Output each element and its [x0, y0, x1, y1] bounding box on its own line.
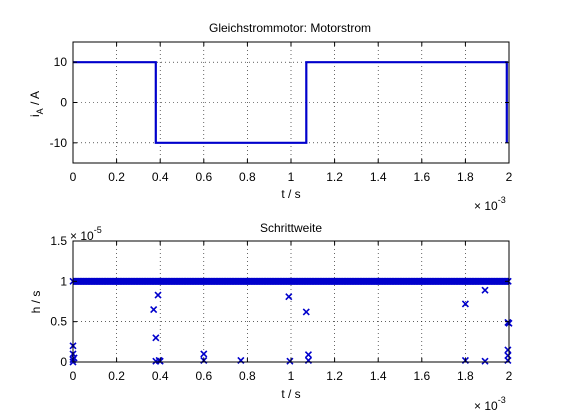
scatter-point [481, 286, 489, 294]
y-tick-label: 0 [60, 96, 67, 110]
plot-motorstrom-ylabel-main: i [28, 114, 42, 117]
plot-motorstrom-x-exponent-power: -3 [498, 195, 506, 205]
x-tick-label: 1.4 [370, 369, 387, 383]
scatter-point [200, 350, 208, 358]
plot-schrittweite: Schrittweite 0 0.2 0.4 0.6 0.8 1 1.2 1.4 1.6 1.8 2… [29, 221, 513, 413]
plot-schrittweite-y-exponent-power: -5 [94, 225, 102, 235]
plot-motorstrom-xlabel: t / s [281, 187, 300, 201]
y-tick-label: 0.5 [50, 315, 67, 329]
x-tick-label: 1 [288, 170, 295, 184]
scatter-point [461, 300, 469, 308]
scatter-point [286, 357, 294, 365]
plot-schrittweite-yticks: 1.5 1 0.5 0 [50, 234, 509, 369]
x-tick-label: 1.6 [413, 170, 430, 184]
x-tick-label: 0.6 [195, 369, 212, 383]
plot-motorstrom-ylabel: iA / A [28, 91, 45, 117]
y-tick-label: 1.5 [50, 234, 67, 248]
plot-motorstrom-yticks: 10 0 -10 [50, 55, 509, 150]
y-tick-label: 10 [54, 55, 68, 69]
x-tick-label: 0 [70, 369, 77, 383]
plot-schrittweite-x-exponent: × 10-3 [474, 395, 506, 413]
y-tick-label: 0 [60, 355, 67, 369]
x-tick-label: 1.2 [326, 369, 343, 383]
plot-schrittweite-x-exponent-power: -3 [498, 395, 506, 405]
scatter-point [304, 351, 313, 359]
scatter-point [302, 308, 310, 316]
scatter-point [150, 306, 158, 314]
scatter-point [70, 354, 78, 362]
x-tick-label: 1.8 [457, 369, 474, 383]
scatter-point [152, 334, 160, 342]
x-tick-label: 0.4 [152, 170, 169, 184]
scatter-point [481, 357, 489, 365]
y-tick-label: -10 [50, 136, 68, 150]
x-tick-label: 2 [506, 369, 513, 383]
x-tick-label: 0.4 [152, 369, 169, 383]
plot-motorstrom-title: Gleichstrommotor: Motorstrom [209, 21, 371, 35]
x-tick-label: 2 [506, 170, 513, 184]
plot-motorstrom-x-exponent: × 10-3 [474, 195, 506, 213]
plot-schrittweite-title: Schrittweite [260, 221, 322, 235]
x-tick-label: 0 [70, 170, 77, 184]
x-tick-label: 1.6 [413, 369, 430, 383]
x-tick-label: 0.8 [239, 369, 256, 383]
plot-schrittweite-xlabel: t / s [281, 387, 300, 401]
plot-schrittweite-xticks: 0 0.2 0.4 0.6 0.8 1 1.2 1.4 1.6 1.8 2 [70, 241, 513, 383]
y-tick-label: 1 [60, 274, 67, 288]
plot-motorstrom-ylabel-rest: / A [28, 91, 42, 108]
plot-motorstrom-x-exponent-base: × 10 [474, 199, 498, 213]
x-tick-label: 1 [288, 369, 295, 383]
plot-schrittweite-ylabel: h / s [29, 291, 43, 314]
plot-motorstrom-ylabel-sub: A [35, 108, 45, 114]
plot-schrittweite-x-exponent-base: × 10 [474, 399, 498, 413]
scatter-point [154, 291, 162, 299]
x-tick-label: 1.2 [326, 170, 343, 184]
scatter-point [285, 293, 293, 301]
x-tick-label: 1.8 [457, 170, 474, 184]
plot-motorstrom-xticks: 0 0.2 0.4 0.6 0.8 1 1.2 1.4 1.6 1.8 2 [70, 42, 513, 184]
x-tick-label: 0.6 [195, 170, 212, 184]
x-tick-label: 0.2 [108, 170, 125, 184]
x-tick-label: 0.2 [108, 369, 125, 383]
plot-schrittweite-y-exponent: × 10-5 [70, 225, 102, 243]
plot-motorstrom: Gleichstrommotor: Motorstrom 0 0.2 0.4 0.6 0… [28, 21, 513, 213]
x-tick-label: 0.8 [239, 170, 256, 184]
schrittweite-dense-band-markers [69, 277, 512, 285]
scatter-point [504, 346, 512, 354]
x-tick-label: 1.4 [370, 170, 387, 184]
plot-schrittweite-y-exponent-base: × 10 [70, 229, 94, 243]
